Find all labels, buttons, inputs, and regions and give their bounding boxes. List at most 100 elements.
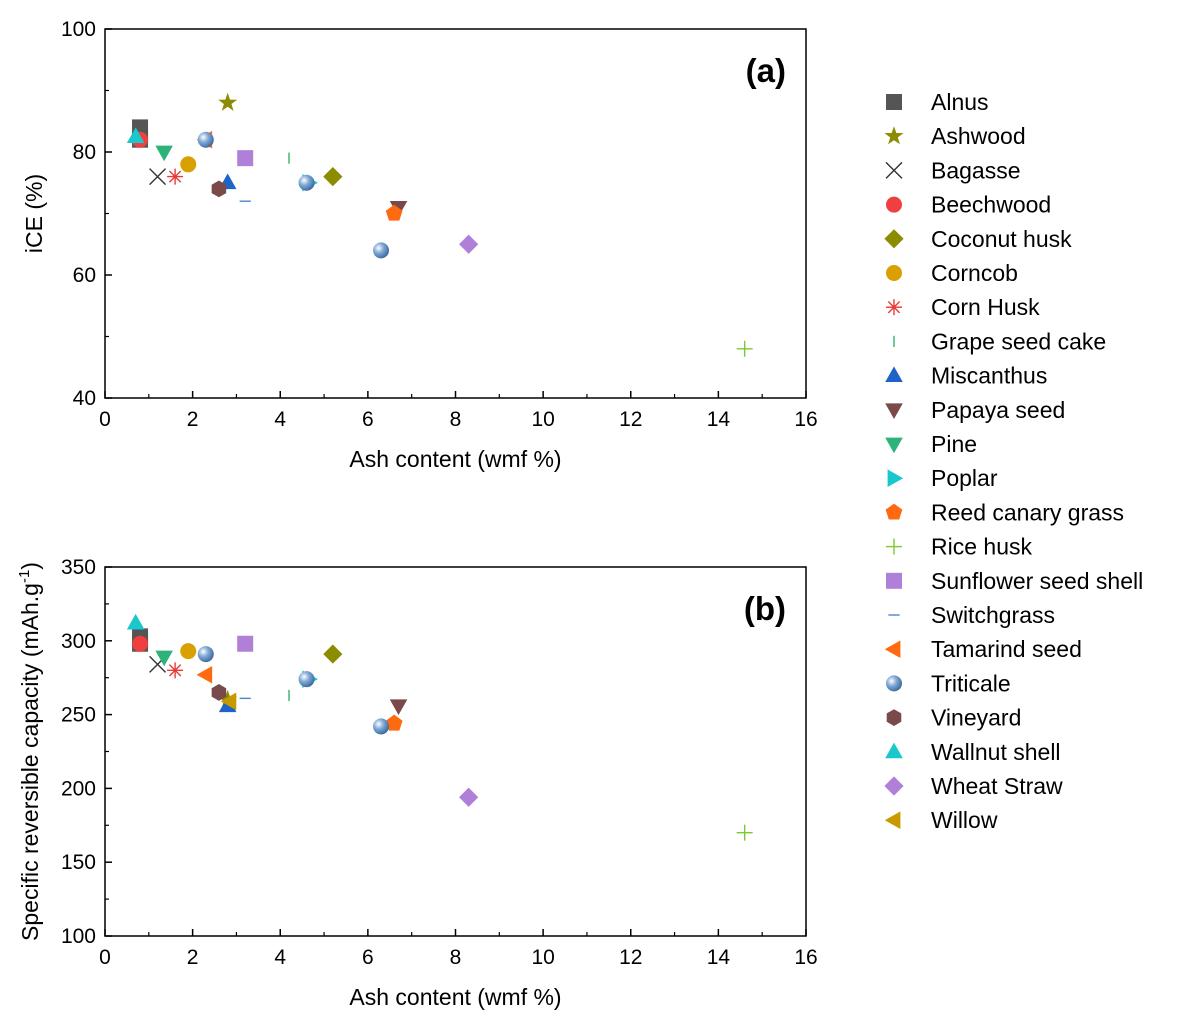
y-tick-label: 300 [61,630,96,653]
x-tick-label: 4 [274,408,286,431]
data-point-ashwood [218,92,238,111]
data-point-rice-husk [736,340,753,357]
marker-pentagon-shape [885,503,903,520]
x-axis-label: Ash content (wmf %) [349,984,561,1010]
data-point-triticale [197,131,214,148]
legend-label: Grape seed cake [931,328,1106,354]
legend-entry-bagasse: Bagasse [885,157,1021,183]
x-tick-label: 14 [707,946,731,969]
data-point-willow [220,692,237,711]
marker-tri-left-shape [220,692,237,711]
data-point-pine [155,145,173,162]
panel-label: (b) [744,590,786,627]
legend-label: Sunflower seed shell [931,568,1143,594]
y-tick-label: 80 [73,141,96,164]
marker-hexagon-shape [211,180,227,198]
marker-diamond-shape [323,167,343,187]
legend-entry-corn-husk: Corn Husk [886,294,1040,320]
marker-tri-down-shape [389,699,408,715]
marker-tri-up-shape [126,127,145,144]
legend-entry-ashwood: Ashwood [884,123,1026,149]
marker-diamond-shape [884,229,904,249]
chart-panel-a: 0 2 4 6 8 10 12 14 16 40 60 80 100 Ash content (wmf %… [21,18,818,472]
x-tick-label: 14 [707,408,731,431]
marker-tri-down-shape [155,145,173,162]
legend-marker [885,366,903,382]
legend-marker [886,196,902,213]
legend-entry-sunflower-seed-shell: Sunflower seed shell [886,568,1143,594]
legend-label: Ashwood [931,123,1026,149]
legend-entry-wheat-straw: Wheat Straw [884,773,1063,799]
legend-label: Wallnut shell [931,739,1061,765]
x-tick-label: 0 [99,946,111,969]
data-point-wallnut-shell [126,613,145,630]
marker-diamond-shape [459,787,479,807]
legend-marker [886,572,902,589]
legend-entry-grape-seed-cake: Grape seed cake [893,328,1106,354]
marker-tri-down-shape [885,403,903,419]
y-tick-label: 60 [73,264,96,287]
legend-label: Wheat Straw [931,773,1063,799]
marker-tri-left-shape [196,665,213,684]
data-point-papaya-seed [389,699,408,715]
legend-marker [886,538,902,555]
marker-diamond-shape [884,776,904,796]
legend-entry-corncob: Corncob [886,260,1018,286]
legend-entry-tamarind-seed: Tamarind seed [884,636,1082,662]
data-point-coconut-husk [323,167,343,187]
y-tick-label: 250 [61,704,96,727]
plot-frame [104,28,807,399]
legend-entry-pine: Pine [885,431,977,457]
legend-marker [884,811,901,829]
legend-label: Triticale [931,670,1011,696]
legend-marker [884,126,904,145]
marker-tri-right-shape [887,469,904,487]
legend-label: Bagasse [931,157,1021,183]
legend-marker [885,403,903,419]
legend-entry-switchgrass: Switchgrass [888,602,1055,628]
legend-entry-rice-husk: Rice husk [886,534,1032,560]
legend-label: Tamarind seed [931,636,1082,662]
x-tick-label: 6 [362,408,374,431]
data-point-reed-canary-grass [385,714,403,731]
y-axis-label: Specific reversible capacity (mAh.g-1) [16,562,43,941]
data-point-vineyard [211,684,227,701]
marker-tri-up-shape [126,613,145,630]
chart-panel-b: 0 2 4 6 8 10 12 14 16 100 150 200 250 300 350 Ash conte… [16,556,818,1010]
legend-entry-wallnut-shell: Wallnut shell [885,739,1061,765]
x-tick-label: 2 [187,408,199,431]
data-point-triticale [197,646,214,663]
legend-marker [886,709,902,726]
x-tick-label: 12 [619,946,642,969]
legend-label: Papaya seed [931,397,1065,423]
plot-frame [104,566,807,937]
x-tick-label: 16 [794,408,817,431]
legend-marker [884,229,904,249]
y-axis-label: iCE (%) [21,174,47,253]
data-point-sunflower-seed-shell [237,635,254,652]
x-tick-label: 10 [531,408,554,431]
legend-marker [886,265,902,281]
legend-entry-beechwood: Beechwood [886,192,1051,218]
legend-label: Miscanthus [931,363,1047,389]
data-point-coconut-husk [323,644,343,664]
legend-label: Corn Husk [931,294,1040,320]
x-tick-label: 6 [362,946,374,969]
legend-marker [885,503,903,520]
legend-label: Vineyard [931,705,1021,731]
legend-label: Reed canary grass [931,499,1124,525]
legend-marker [885,437,903,454]
legend: Alnus Ashwood Bagasse Beechwood Coconut husk… [884,89,1143,833]
legend-label: Coconut husk [931,226,1072,252]
legend-entry-reed-canary-grass: Reed canary grass [885,499,1124,525]
data-point-triticale [298,174,315,191]
legend-entry-coconut-husk: Coconut husk [884,226,1072,252]
marker-tri-down-shape [155,650,173,667]
y-tick-label: 100 [61,925,96,948]
legend-marker [884,640,901,658]
marker-diamond-shape [459,234,479,254]
x-tick-label: 2 [187,946,199,969]
data-point-corncob [180,156,197,173]
marker-diamond-shape [323,644,343,664]
